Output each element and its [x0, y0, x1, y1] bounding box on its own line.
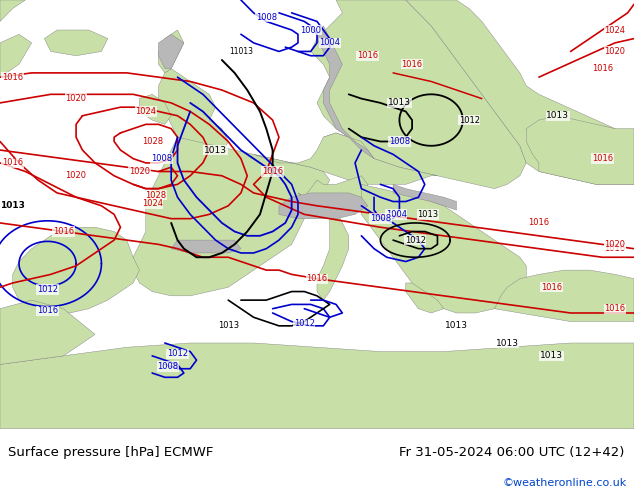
Text: 1016: 1016: [592, 154, 613, 163]
Polygon shape: [139, 94, 171, 124]
Text: 1016: 1016: [604, 244, 626, 253]
Text: 1013: 1013: [0, 201, 25, 210]
Polygon shape: [0, 300, 95, 365]
Text: 1012: 1012: [404, 236, 426, 245]
Text: 1004: 1004: [385, 210, 407, 219]
Text: 1016: 1016: [541, 283, 562, 292]
Polygon shape: [298, 176, 368, 210]
Text: 1016: 1016: [2, 73, 23, 82]
Polygon shape: [393, 184, 456, 210]
Text: 1020: 1020: [65, 172, 87, 180]
Text: 1013: 1013: [204, 146, 227, 154]
Text: Surface pressure [hPa] ECMWF: Surface pressure [hPa] ECMWF: [8, 445, 213, 459]
Polygon shape: [361, 184, 526, 313]
Text: 1012: 1012: [458, 116, 480, 124]
Text: 1008: 1008: [157, 362, 179, 371]
Polygon shape: [406, 283, 444, 313]
Text: 1008: 1008: [389, 137, 410, 146]
Polygon shape: [13, 227, 139, 313]
Text: 1016: 1016: [37, 306, 58, 316]
Text: 1008: 1008: [151, 154, 172, 163]
Polygon shape: [323, 133, 355, 154]
Polygon shape: [158, 34, 184, 69]
Text: 1013: 1013: [540, 351, 563, 360]
Text: 1013: 1013: [217, 321, 239, 330]
Text: 1028: 1028: [145, 191, 166, 199]
Text: 1004: 1004: [319, 38, 340, 48]
Polygon shape: [317, 210, 349, 300]
Text: 1016: 1016: [604, 304, 626, 313]
Polygon shape: [495, 270, 634, 321]
Polygon shape: [0, 343, 634, 429]
Polygon shape: [133, 137, 330, 296]
Polygon shape: [406, 0, 634, 184]
Text: 1024: 1024: [135, 107, 157, 116]
Text: 1020: 1020: [604, 240, 626, 249]
Text: 1012: 1012: [167, 349, 188, 358]
Text: 1008: 1008: [370, 214, 391, 223]
Polygon shape: [311, 0, 526, 189]
Text: 1013: 1013: [417, 210, 439, 219]
Text: 1024: 1024: [604, 25, 626, 34]
Text: 1013: 1013: [445, 321, 468, 330]
Polygon shape: [0, 34, 32, 77]
Text: 1000: 1000: [300, 25, 321, 34]
Text: 1016: 1016: [262, 167, 283, 176]
Polygon shape: [317, 25, 374, 159]
Text: 1013: 1013: [547, 111, 569, 120]
Polygon shape: [44, 30, 108, 56]
Text: 1020: 1020: [65, 94, 87, 103]
Text: 1024: 1024: [141, 199, 163, 208]
Text: 1020: 1020: [129, 167, 150, 176]
Text: 11013: 11013: [229, 47, 253, 56]
Polygon shape: [279, 193, 368, 219]
Text: 1016: 1016: [357, 51, 378, 60]
Polygon shape: [0, 0, 25, 22]
Text: Fr 31-05-2024 06:00 UTC (12+42): Fr 31-05-2024 06:00 UTC (12+42): [399, 445, 624, 459]
Text: 1016: 1016: [53, 227, 74, 236]
Polygon shape: [158, 30, 184, 73]
Text: 1013: 1013: [388, 98, 411, 107]
Text: 1013: 1013: [496, 339, 519, 347]
Text: 1028: 1028: [141, 137, 163, 146]
Text: 1008: 1008: [256, 13, 277, 22]
Text: 1016: 1016: [2, 158, 23, 168]
Text: 1012: 1012: [37, 285, 58, 294]
Text: 1016: 1016: [401, 60, 423, 69]
Polygon shape: [526, 116, 634, 184]
Text: ©weatheronline.co.uk: ©weatheronline.co.uk: [502, 478, 626, 488]
Text: 1020: 1020: [604, 47, 626, 56]
Text: 1012: 1012: [294, 319, 315, 328]
Polygon shape: [171, 240, 241, 253]
Text: 1016: 1016: [306, 274, 328, 283]
Polygon shape: [158, 69, 228, 163]
Text: 1016: 1016: [592, 64, 613, 73]
Polygon shape: [254, 133, 437, 184]
Text: 1016: 1016: [528, 219, 550, 227]
